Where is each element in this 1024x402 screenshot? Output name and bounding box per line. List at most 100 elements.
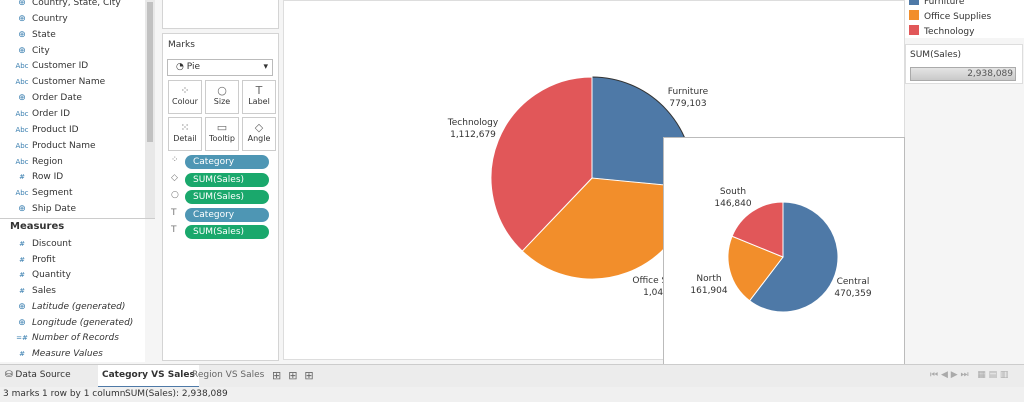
field[interactable]: Abc Product Name	[0, 139, 96, 154]
field[interactable]: # Row ID	[0, 170, 63, 185]
mark-button[interactable]: ⁘ Colour	[168, 80, 202, 114]
field-name: Order ID	[32, 108, 71, 119]
shelf-icon: ◇	[171, 172, 178, 183]
field-icon: #	[19, 173, 25, 182]
field[interactable]: Abc Region	[0, 155, 63, 170]
slice-name: Furniture	[668, 87, 709, 97]
shelf-icon: ○	[171, 190, 179, 200]
slice-value: 1,112,679	[450, 130, 496, 140]
field[interactable]: Abc Segment	[0, 186, 73, 201]
data-source-label: Data Source	[15, 370, 71, 380]
field[interactable]: # Sales	[0, 284, 56, 299]
field[interactable]: ⊕ Latitude (generated)	[0, 300, 125, 315]
pill[interactable]: Category	[185, 155, 269, 169]
field-name: Customer Name	[32, 77, 106, 88]
field-icon: Abc	[15, 125, 29, 134]
filters-shelf[interactable]	[162, 0, 279, 29]
mark-button[interactable]: ⁙ Detail	[168, 117, 202, 151]
field-icon: #	[19, 255, 25, 264]
field-name: Customer ID	[32, 61, 89, 72]
field[interactable]: ⊕ Order Date	[0, 91, 82, 106]
data-pane: ⊕ Country, State, City ⊕ Country ⊕ State ⊕ City…	[0, 0, 145, 362]
field-name: Country, State, City	[32, 0, 121, 8]
field-icon: Abc	[15, 78, 29, 87]
field[interactable]: =# Number of Records	[0, 331, 119, 346]
color-legend: Furniture Office Supplies Technology	[905, 0, 1024, 38]
mark-button[interactable]: ◇ Angle	[242, 117, 276, 151]
field-icon-glyph: ⊕	[18, 93, 26, 104]
field-name: Region	[32, 156, 63, 167]
field-icon-glyph: ⊕	[18, 317, 26, 328]
field[interactable]: Abc Customer Name	[0, 75, 105, 90]
pill[interactable]: SUM(Sales)	[185, 172, 269, 187]
size-legend-title: SUM(Sales)	[910, 50, 962, 60]
field[interactable]: Abc Customer ID	[0, 59, 88, 74]
pie-slice	[727, 235, 784, 302]
new-sheet-buttons[interactable]: ⊞ ⊞ ⊞	[272, 369, 314, 382]
field[interactable]: ⊕ State	[0, 28, 56, 43]
field[interactable]: # Profit	[0, 253, 55, 268]
marks-title: Marks	[168, 40, 195, 50]
pie-slice	[748, 201, 839, 313]
mark-button-label: Colour	[172, 97, 198, 106]
tab-bar: ⛁ Data Source ⊞ ⊞ ⊞ ⏮ ◀ ▶ ⏭ ▦ ▤ ▥ Catego…	[0, 364, 1024, 388]
field-name: Number of Records	[32, 333, 119, 344]
field-icon: Abc	[15, 109, 29, 118]
slice-value: 779,103	[669, 99, 706, 109]
pill[interactable]: Category	[185, 207, 269, 222]
measures-title: Measures	[10, 221, 65, 232]
field-name: Ship Date	[32, 204, 77, 215]
mark-type-dropdown[interactable]: ◔ Pie ▾	[167, 59, 273, 76]
field-icon-glyph: ⊕	[18, 45, 26, 56]
tooltip-pie: Central 470,359 North 161,904 South 146,840	[690, 187, 872, 313]
field[interactable]: # Discount	[0, 237, 71, 252]
field[interactable]: # Measure Values	[0, 347, 103, 362]
legend-item[interactable]: Furniture	[909, 0, 964, 7]
pill[interactable]: SUM(Sales)	[185, 225, 269, 239]
legend-swatch	[909, 10, 919, 20]
data-source-tab[interactable]: ⛁ Data Source	[5, 370, 71, 380]
mark-button-icon: ○	[217, 84, 227, 97]
status-text: 3 marks	[3, 389, 40, 399]
sheet-tab[interactable]: Region VS Sales	[192, 370, 265, 380]
mark-button[interactable]: ○ Size	[205, 80, 239, 114]
sheet-tab[interactable]: Category VS Sales	[98, 365, 199, 388]
slice-name: Technology	[447, 118, 499, 128]
field-icon: Abc	[15, 189, 29, 198]
legend-item[interactable]: Technology	[909, 25, 974, 37]
field-name: Sales	[32, 286, 56, 297]
field-name: Product Name	[32, 140, 96, 151]
field-name: Order Date	[32, 93, 82, 104]
pill[interactable]: SUM(Sales)	[185, 190, 269, 204]
field[interactable]: ⊕ City	[0, 44, 49, 59]
mark-type: Pie	[186, 62, 200, 72]
legend-label: Technology	[924, 27, 975, 37]
field[interactable]: Abc Order ID	[0, 107, 70, 122]
field[interactable]: ⊕ Country	[0, 12, 68, 27]
field-name: Profit	[32, 254, 56, 265]
slice-name: North	[696, 274, 721, 284]
mark-button[interactable]: ▭ Tooltip	[205, 117, 239, 151]
nav-buttons[interactable]: ⏮ ◀ ▶ ⏭ ▦ ▤ ▥	[930, 370, 1009, 380]
legend-item[interactable]: Office Supplies	[909, 10, 991, 22]
field-name: Segment	[32, 188, 73, 199]
size-legend-bar: 2,938,089	[910, 67, 1016, 81]
scrollbar[interactable]	[145, 0, 155, 218]
field-icon: Abc	[15, 62, 29, 71]
field[interactable]: ⊕ Longitude (generated)	[0, 316, 133, 331]
legend-label: Furniture	[924, 0, 965, 7]
slice-name: Central	[837, 277, 870, 287]
field-name: Quantity	[32, 270, 71, 281]
shelf-icon: T	[171, 207, 177, 218]
field[interactable]: Abc Product ID	[0, 123, 78, 138]
size-legend: SUM(Sales) 2,938,089	[905, 44, 1023, 84]
field[interactable]: ⊕ Ship Date	[0, 202, 76, 217]
field[interactable]: ⊕ Country, State, City	[0, 0, 121, 11]
pie-slice	[731, 201, 784, 258]
field-icon: #	[19, 240, 25, 248]
status-text: SUM(Sales): 2,938,089	[125, 389, 228, 399]
field[interactable]: # Quantity	[0, 268, 71, 283]
mark-button[interactable]: T Label	[242, 80, 276, 114]
mark-button-icon: T	[255, 84, 263, 97]
